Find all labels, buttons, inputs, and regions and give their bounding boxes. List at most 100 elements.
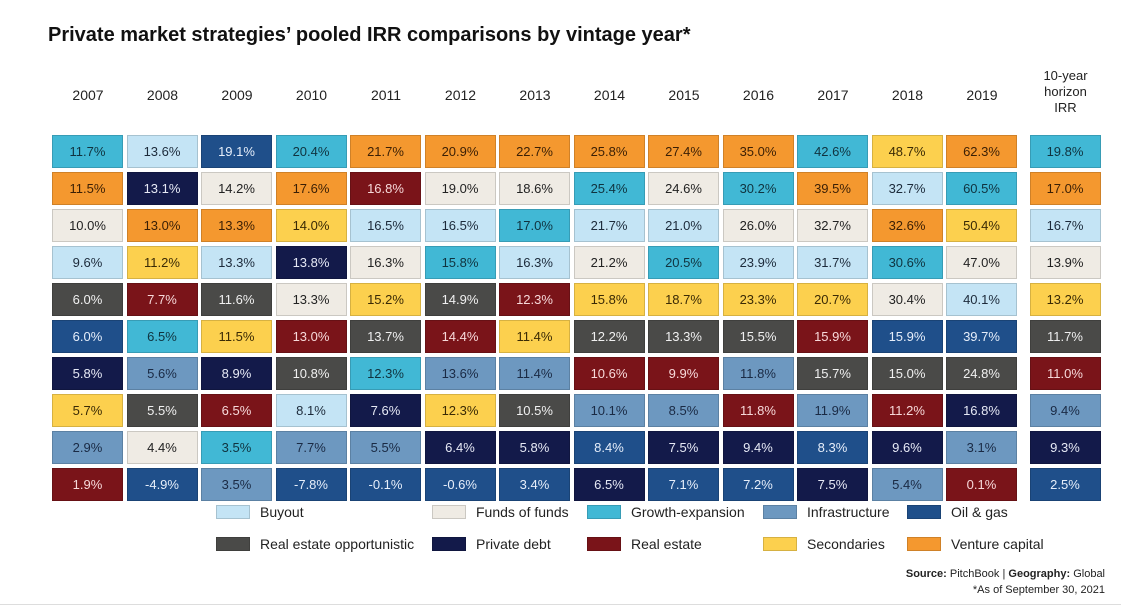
column-header-2014: 2014 [593, 87, 626, 103]
cell-2019-rank-10: 0.1% [946, 468, 1017, 501]
cell-2017-rank-5: 20.7% [797, 283, 868, 316]
chart-title: Private market strategies’ pooled IRR co… [48, 24, 691, 46]
cell-2019-rank-8: 16.8% [946, 394, 1017, 427]
separator: | [1002, 568, 1006, 580]
cell-2007-rank-10: 1.9% [52, 468, 123, 501]
cell-2013-rank-2: 18.6% [499, 172, 570, 205]
cell-2011-rank-6: 13.7% [350, 320, 421, 353]
cell-2011-rank-2: 16.8% [350, 172, 421, 205]
cell-2011-rank-5: 15.2% [350, 283, 421, 316]
cell-2016-rank-3: 26.0% [722, 209, 794, 242]
cell-10-year-horizon-rank-5: 13.2% [1029, 283, 1101, 316]
cell-2018-rank-6: 15.9% [871, 320, 943, 353]
cell-2012-rank-10: -0.6% [424, 468, 496, 501]
cell-10-year-horizon-rank-6: 11.7% [1029, 320, 1101, 353]
cell-2010-rank-5: 13.3% [275, 283, 347, 316]
cell-10-year-horizon-rank-3: 16.7% [1029, 209, 1101, 242]
source-label: Source: [905, 568, 947, 580]
cell-2013-rank-9: 5.8% [499, 431, 570, 464]
cell-2015-rank-6: 13.3% [648, 320, 719, 353]
legend-label: Oil & gas [951, 504, 1008, 520]
cell-2011-rank-7: 12.3% [350, 357, 421, 390]
legend-item-growth-expansion: Growth-expansion [587, 503, 745, 521]
cell-2011-rank-8: 7.6% [350, 394, 421, 427]
cell-2018-rank-4: 30.6% [871, 246, 943, 279]
column-header-2010: 2010 [295, 87, 328, 103]
cell-2012-rank-6: 14.4% [424, 320, 496, 353]
cell-2008-rank-2: 13.1% [126, 172, 198, 205]
cell-2010-rank-2: 17.6% [275, 172, 347, 205]
cell-2013-rank-3: 17.0% [499, 209, 570, 242]
cell-2018-rank-1: 48.7% [871, 135, 943, 168]
column-header-2013: 2013 [519, 87, 551, 103]
legend-label: Growth-expansion [631, 504, 745, 520]
legend-item-real-estate: Real estate [587, 535, 702, 553]
cell-10-year-horizon-rank-2: 17.0% [1029, 172, 1101, 205]
cell-2010-rank-4: 13.8% [275, 246, 347, 279]
cell-2012-rank-1: 20.9% [424, 135, 496, 168]
legend-label: Venture capital [951, 536, 1044, 552]
cell-2008-rank-5: 7.7% [126, 283, 198, 316]
legend-swatch [587, 537, 621, 551]
cell-2017-rank-1: 42.6% [797, 135, 868, 168]
cell-2018-rank-10: 5.4% [871, 468, 943, 501]
cell-2009-rank-4: 13.3% [201, 246, 272, 279]
cell-2008-rank-10: -4.9% [126, 468, 198, 501]
cell-2009-rank-3: 13.3% [201, 209, 272, 242]
cell-2015-rank-3: 21.0% [648, 209, 719, 242]
cell-2015-rank-1: 27.4% [648, 135, 719, 168]
legend-item-infrastructure: Infrastructure [763, 503, 889, 521]
column-header-2015: 2015 [668, 87, 700, 103]
cell-2010-rank-8: 8.1% [275, 394, 347, 427]
cell-2014-rank-5: 15.8% [573, 283, 645, 316]
column-header-2012: 2012 [444, 87, 477, 103]
cell-2010-rank-3: 14.0% [275, 209, 347, 242]
cell-2012-rank-3: 16.5% [424, 209, 496, 242]
cell-2013-rank-1: 22.7% [499, 135, 570, 168]
cell-2015-rank-8: 8.5% [648, 394, 719, 427]
cell-10-year-horizon-rank-1: 19.8% [1029, 135, 1101, 168]
cell-10-year-horizon-rank-7: 11.0% [1029, 357, 1101, 390]
cell-10-year-horizon-rank-9: 9.3% [1029, 431, 1101, 464]
cell-2011-rank-3: 16.5% [350, 209, 421, 242]
cell-2012-rank-2: 19.0% [424, 172, 496, 205]
cell-2012-rank-7: 13.6% [424, 357, 496, 390]
legend: Buyout Funds of funds Growth-expansion Infr… [216, 503, 1044, 559]
cell-2013-rank-8: 10.5% [499, 394, 570, 427]
cell-2009-rank-5: 11.6% [201, 283, 272, 316]
cell-2019-rank-6: 39.7% [946, 320, 1017, 353]
cell-2016-rank-1: 35.0% [722, 135, 794, 168]
cell-2009-rank-2: 14.2% [201, 172, 272, 205]
cell-2014-rank-2: 25.4% [573, 172, 645, 205]
legend-swatch [907, 505, 941, 519]
cell-2017-rank-7: 15.7% [797, 357, 868, 390]
cell-2007-rank-5: 6.0% [52, 283, 123, 316]
cell-2017-rank-8: 11.9% [797, 394, 868, 427]
column-header-2017: 2017 [817, 87, 849, 103]
cell-2011-rank-10: -0.1% [350, 468, 421, 501]
legend-swatch [763, 537, 797, 551]
legend-swatch [432, 537, 466, 551]
cell-2010-rank-6: 13.0% [275, 320, 347, 353]
cell-2008-rank-1: 13.6% [126, 135, 198, 168]
cell-2015-rank-10: 7.1% [648, 468, 719, 501]
column-headers: 2007 2008 2009 2010 2011 2012 2013 2014 2015 2016… [52, 68, 1102, 130]
cell-2013-rank-6: 11.4% [499, 320, 570, 353]
cell-2019-rank-1: 62.3% [946, 135, 1017, 168]
source-value: PitchBook [949, 568, 1000, 580]
cell-2016-rank-9: 9.4% [722, 431, 794, 464]
column-header-2019: 2019 [966, 87, 998, 103]
cell-2015-rank-7: 9.9% [648, 357, 719, 390]
cell-2015-rank-2: 24.6% [648, 172, 719, 205]
cell-2010-rank-10: -7.8% [275, 468, 347, 501]
legend-item-buyout: Buyout [216, 503, 304, 521]
column-header-2009: 2009 [221, 87, 253, 103]
cell-2008-rank-6: 6.5% [126, 320, 198, 353]
cell-2017-rank-4: 31.7% [797, 246, 868, 279]
cell-2015-rank-5: 18.7% [648, 283, 719, 316]
cell-2012-rank-9: 6.4% [424, 431, 496, 464]
cell-2011-rank-1: 21.7% [350, 135, 421, 168]
cell-2016-rank-8: 11.8% [722, 394, 794, 427]
cell-2007-rank-8: 5.7% [52, 394, 123, 427]
cell-2014-rank-6: 12.2% [573, 320, 645, 353]
